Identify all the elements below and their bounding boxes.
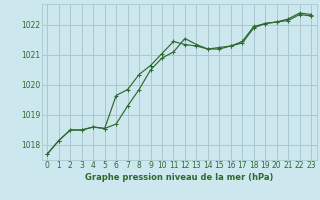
X-axis label: Graphe pression niveau de la mer (hPa): Graphe pression niveau de la mer (hPa) (85, 173, 273, 182)
